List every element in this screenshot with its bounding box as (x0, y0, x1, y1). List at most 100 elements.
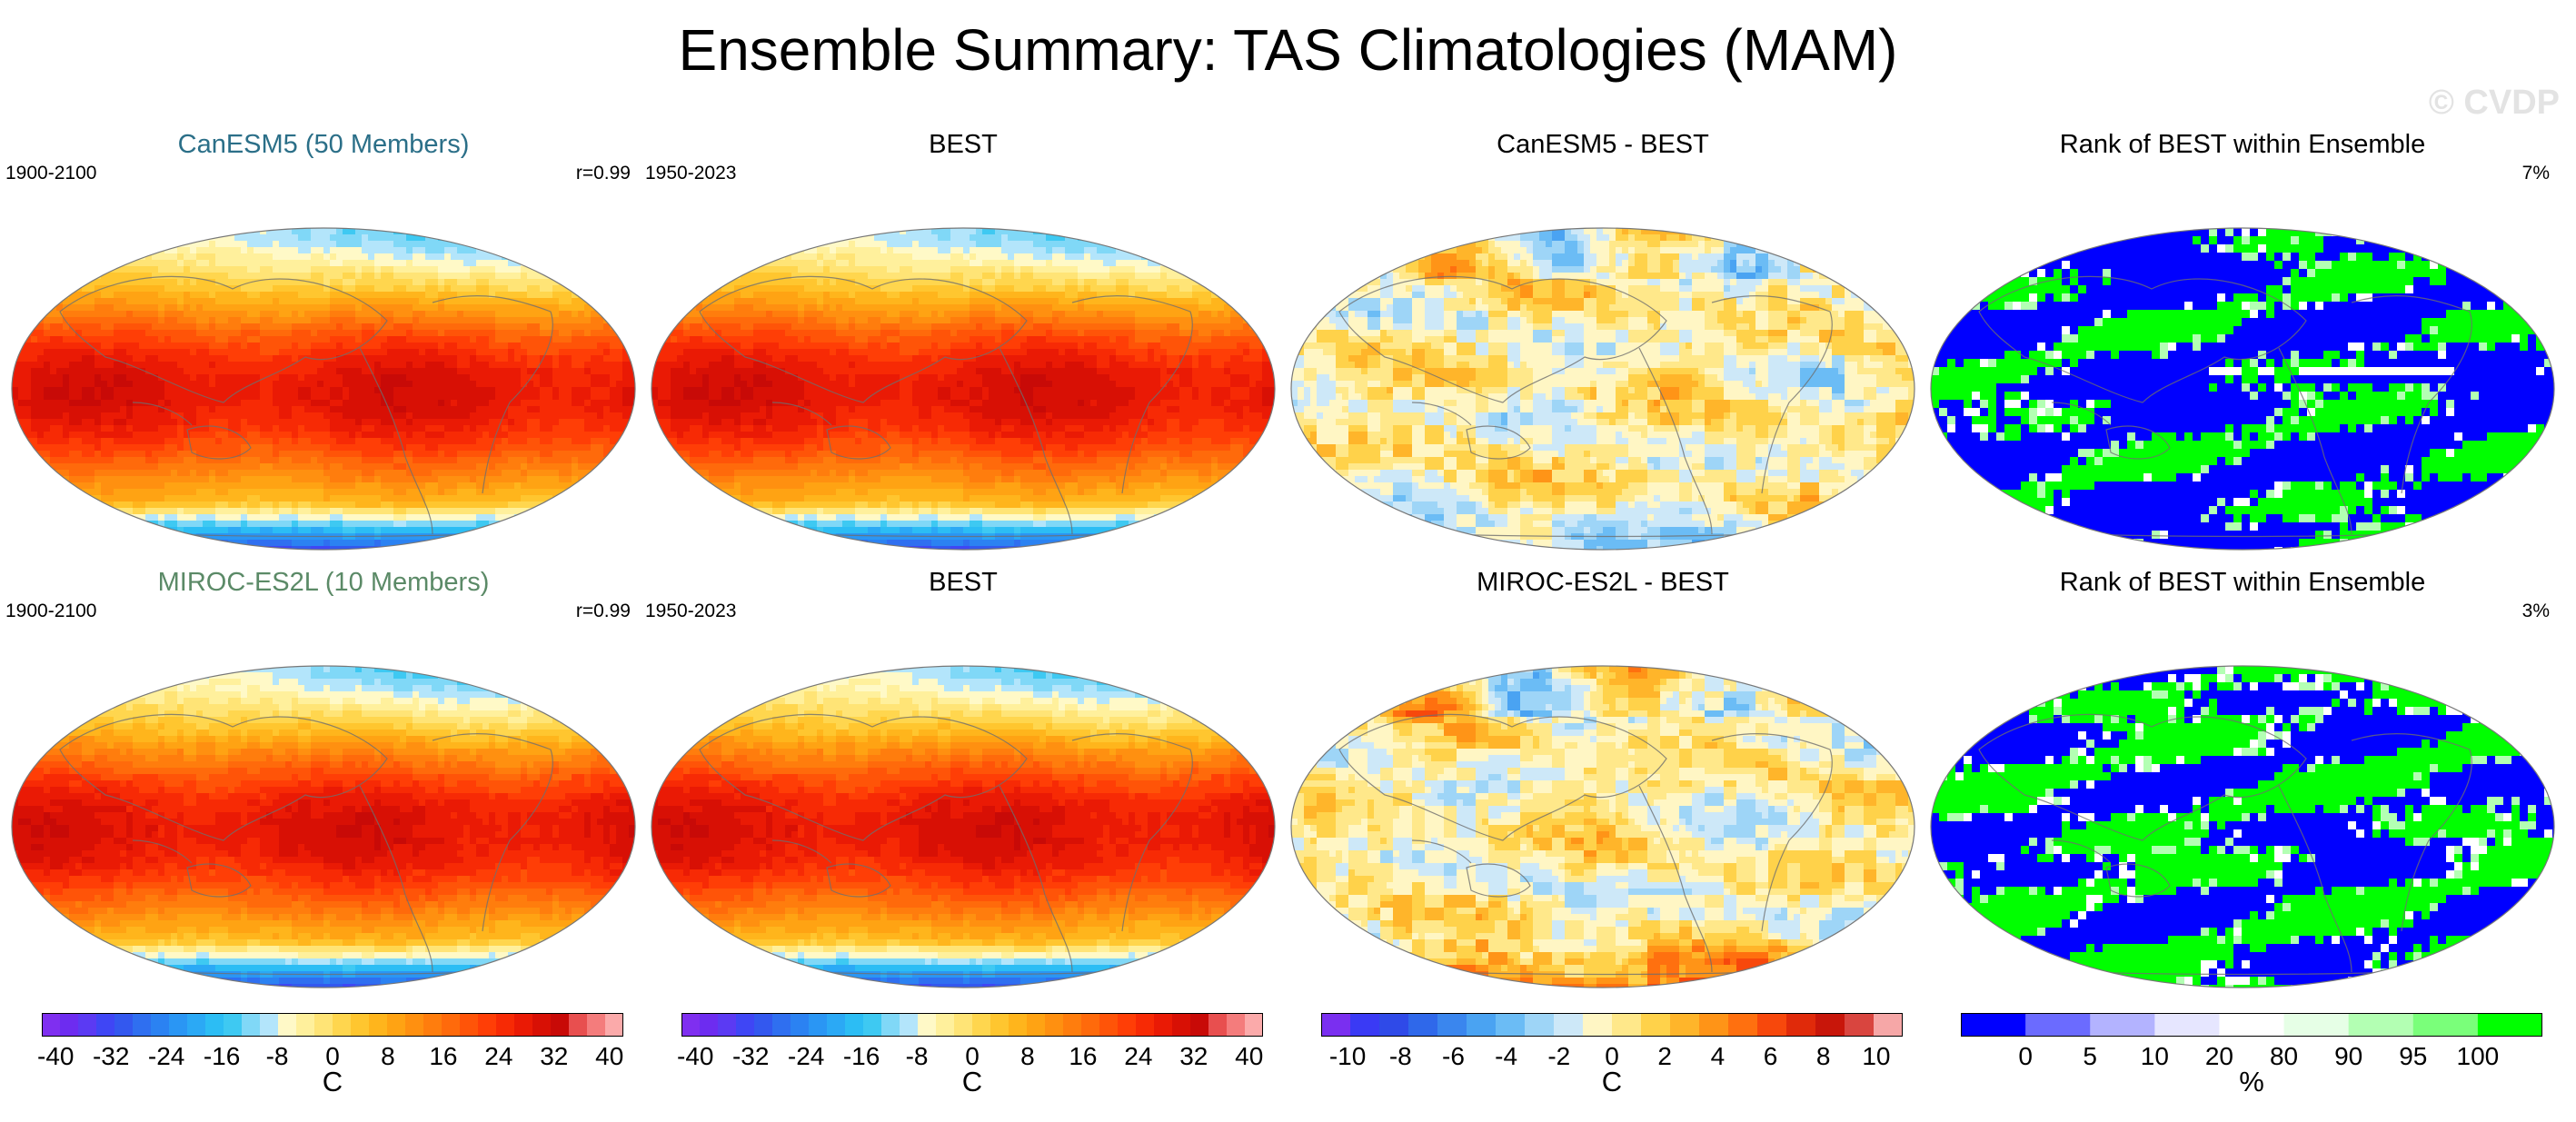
colorbar-swatch (1154, 1013, 1173, 1037)
colorbar-swatch (1467, 1013, 1497, 1037)
colorbar-swatch (2412, 1013, 2479, 1037)
colorbar-swatch (260, 1013, 279, 1037)
colorbar-swatch (2477, 1013, 2542, 1037)
colorbar-swatch (1350, 1013, 1380, 1037)
colorbar-tick-label: 80 (2270, 1042, 2298, 1071)
colorbar-swatch (60, 1013, 79, 1037)
colorbar-swatch (1554, 1013, 1584, 1037)
colorbar-tick-label: -24 (788, 1042, 824, 1071)
colorbar-swatch (387, 1013, 406, 1037)
colorbar-swatch (2348, 1013, 2414, 1037)
coastline-segment (771, 402, 832, 426)
map-border (1930, 227, 2555, 551)
panel-canesm5-minus-best: CanESM5 - BEST (1285, 130, 1921, 557)
colorbar-swatch (1136, 1013, 1155, 1037)
colorbar-swatches (681, 1013, 1263, 1037)
map-border (1290, 665, 1915, 988)
coastline-segment (132, 402, 193, 426)
colorbar-frame (42, 1013, 623, 1037)
map-best-climatology-bottom (651, 665, 1276, 988)
colorbar-swatch (187, 1013, 206, 1037)
colorbar-units: C (1321, 1066, 1903, 1098)
colorbar-tick-label: 24 (1124, 1042, 1152, 1071)
coastline-segment (1338, 713, 1667, 841)
colorbar-tick-label: -8 (906, 1042, 929, 1071)
colorbar-swatch (442, 1013, 461, 1037)
coastline-segment (1638, 347, 1713, 535)
colorbar-tick-label: -8 (1389, 1042, 1412, 1071)
colorbar-swatch (1496, 1013, 1526, 1037)
colorbar-tick-label: 40 (595, 1042, 623, 1071)
coastline-segment (1411, 402, 1472, 426)
colorbar-swatch (1786, 1013, 1816, 1037)
colorbar-tick-label: -40 (37, 1042, 74, 1071)
colorbar-tick-label: 8 (381, 1042, 395, 1071)
map-canesm5-minus-best (1290, 227, 1915, 551)
colorbar-swatch (827, 1013, 846, 1037)
coastline-segment (2105, 863, 2171, 898)
cvdp-watermark: © CVDP (2429, 84, 2560, 123)
colorbar-swatch (369, 1013, 388, 1037)
colorbar-tick-label: 20 (2205, 1042, 2233, 1071)
colorbar-swatch (42, 1013, 61, 1037)
coastline-segment (826, 425, 891, 460)
coastline-segment (432, 294, 553, 494)
colorbar-swatch (205, 1013, 224, 1037)
colorbar-tick-label: 0 (2018, 1042, 2033, 1071)
colorbar-temperature-1: C -40 -32 -24 -16 -8 0 8 16 24 32 40 (37, 1011, 623, 1113)
map-border (651, 665, 1276, 988)
colorbar-swatch (478, 1013, 497, 1037)
colorbar-frame (1961, 1013, 2542, 1037)
panel-miroc-climatology: MIROC-ES2L (10 Members) 1900-2100 r=0.99 (5, 568, 642, 995)
colorbar-swatch (1757, 1013, 1787, 1037)
colorbar-swatch (1099, 1013, 1119, 1037)
panel-correlation: r=0.99 (576, 163, 631, 184)
figure-title: Ensemble Summary: TAS Climatologies (MAM… (0, 16, 2576, 84)
colorbar-swatch (881, 1013, 900, 1037)
coastline-segment (2278, 347, 2352, 535)
colorbar-swatch (224, 1013, 243, 1037)
colorbar-tick-label: 8 (1816, 1042, 1831, 1071)
colorbar-swatch (1437, 1013, 1467, 1037)
coastline-segment (1338, 275, 1667, 403)
colorbar-swatch (1699, 1013, 1729, 1037)
colorbar-tick-label: 95 (2399, 1042, 2427, 1071)
colorbar-swatch (1379, 1013, 1409, 1037)
coastline-segment (826, 863, 891, 898)
colorbar-swatch (1227, 1013, 1246, 1037)
colorbar-swatch (845, 1013, 864, 1037)
panel-rank-canesm5: Rank of BEST within Ensemble 7% (1925, 130, 2561, 557)
colorbar-swatch (863, 1013, 882, 1037)
colorbar-swatch (587, 1013, 606, 1037)
coastline-segment (1466, 425, 1531, 460)
colorbar-swatch (900, 1013, 919, 1037)
colorbar-tick-label: -6 (1442, 1042, 1465, 1071)
colorbar-difference: C -10 -8 -6 -4 -2 0 2 4 6 8 10 (1321, 1011, 1903, 1113)
colorbar-swatch (133, 1013, 152, 1037)
colorbar-swatch (169, 1013, 188, 1037)
panel-title: CanESM5 (50 Members) (5, 130, 642, 160)
panel-rank-percent: 7% (2522, 163, 2550, 184)
colorbar-swatch (1874, 1013, 1903, 1037)
colorbar-swatch (1245, 1013, 1263, 1037)
coastline-segment (699, 275, 1028, 403)
colorbar-swatch (936, 1013, 955, 1037)
colorbar-rank: % 0 5 10 20 80 90 95 100 (1961, 1011, 2542, 1113)
colorbar-swatches (1321, 1013, 1903, 1037)
map-best-climatology-top (651, 227, 1276, 551)
coastline-segment (1978, 275, 2307, 403)
colorbar-swatch (736, 1013, 755, 1037)
colorbar-tick-label: 32 (540, 1042, 568, 1071)
colorbar-tick-label: 2 (1657, 1042, 1672, 1071)
colorbar-tick-label: -40 (677, 1042, 713, 1071)
colorbar-swatch (754, 1013, 773, 1037)
colorbar-swatch (1172, 1013, 1191, 1037)
colorbar-swatch (791, 1013, 810, 1037)
colorbar-swatch (1063, 1013, 1082, 1037)
colorbar-swatch (1525, 1013, 1555, 1037)
panel-correlation: r=0.99 (576, 601, 631, 622)
panel-canesm5-climatology: CanESM5 (50 Members) 1900-2100 r=0.99 (5, 130, 642, 557)
map-border (11, 227, 636, 551)
colorbar-swatch (1027, 1013, 1046, 1037)
coastline-segment (1466, 863, 1531, 898)
